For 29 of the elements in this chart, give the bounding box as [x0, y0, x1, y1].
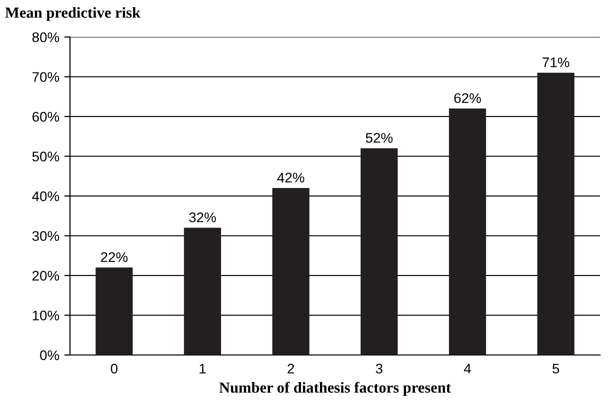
- y-tick-label: 10%: [32, 310, 60, 320]
- y-axis-title: Mean predictive risk: [5, 7, 140, 21]
- x-tick-label: 3: [376, 364, 382, 374]
- y-tick-label: 30%: [32, 231, 60, 241]
- x-tick-label: 4: [464, 364, 471, 374]
- data-label: 32%: [189, 212, 216, 222]
- bar: [537, 72, 574, 355]
- y-tick-label: 60%: [32, 112, 60, 122]
- data-label: 52%: [366, 132, 393, 143]
- x-tick-label: 1: [200, 364, 206, 374]
- x-tick-label: 5: [552, 364, 560, 374]
- bar: [272, 188, 310, 355]
- bar: [448, 108, 486, 355]
- x-tick-label: 0: [110, 364, 118, 374]
- data-label: 62%: [454, 93, 481, 104]
- y-tick-label: 40%: [32, 191, 60, 202]
- y-tick-label: 50%: [32, 152, 60, 162]
- data-label: 71%: [542, 57, 570, 68]
- y-tick-label: 0%: [40, 350, 60, 360]
- y-tick-label: 70%: [32, 72, 60, 82]
- bar: [184, 228, 222, 355]
- bar: [96, 268, 133, 355]
- bar: [360, 148, 398, 355]
- data-label: 22%: [100, 252, 128, 262]
- y-tick-label: 20%: [32, 270, 60, 281]
- x-axis-title: Number of diathesis factors present: [219, 382, 451, 396]
- data-label: 42%: [277, 172, 304, 182]
- y-tick-label: 80%: [32, 32, 60, 42]
- x-tick-label: 2: [288, 364, 294, 374]
